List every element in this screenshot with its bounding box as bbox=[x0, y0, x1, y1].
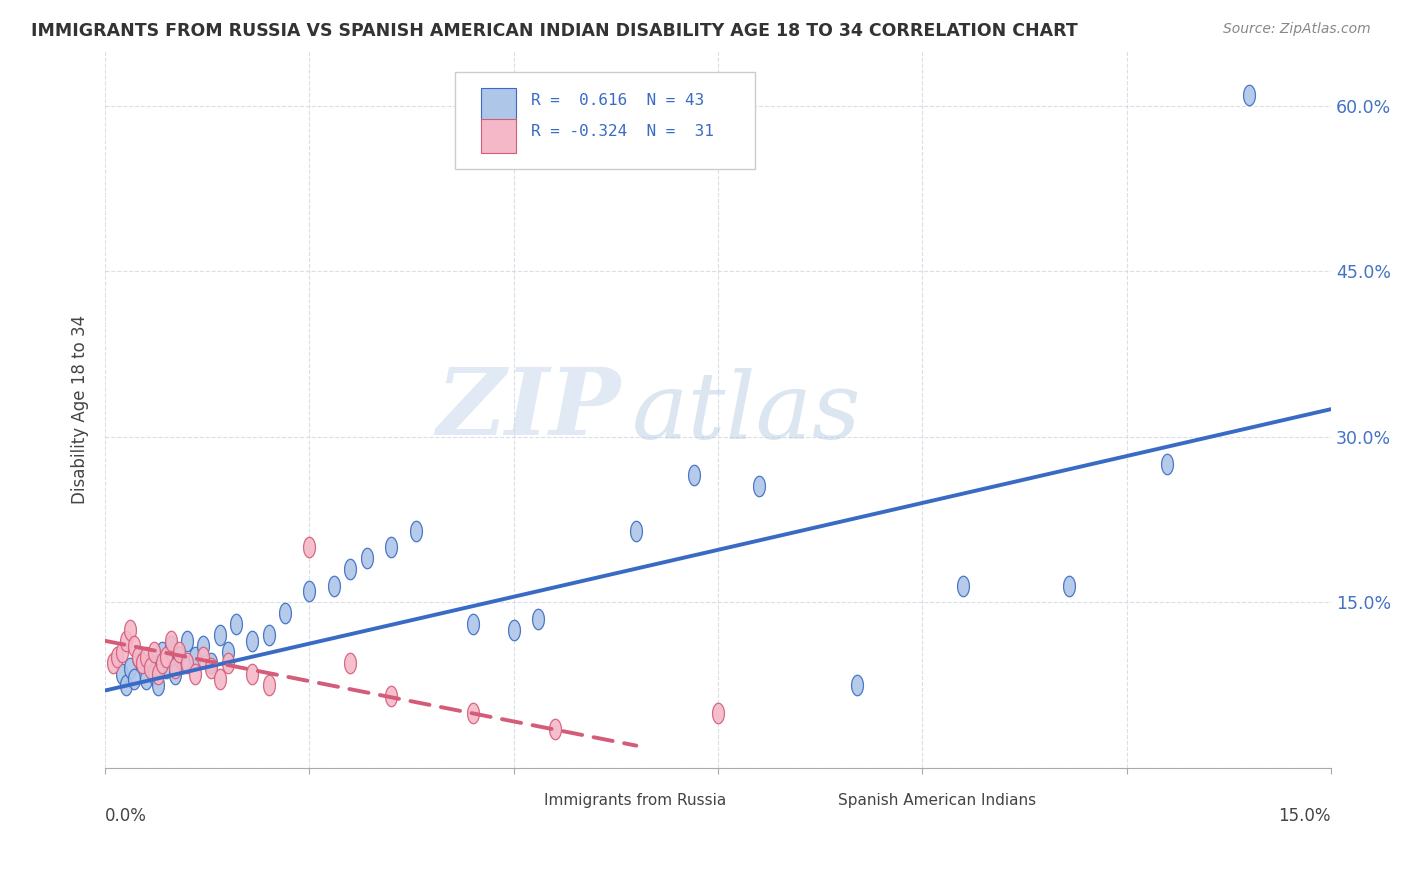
Point bbox=[143, 645, 166, 659]
Point bbox=[405, 524, 427, 538]
Point bbox=[257, 628, 280, 642]
Point bbox=[143, 667, 166, 681]
Point bbox=[240, 667, 263, 681]
Point bbox=[139, 656, 162, 670]
Point bbox=[846, 678, 869, 692]
Point bbox=[193, 640, 215, 654]
Point bbox=[122, 640, 145, 654]
Point bbox=[217, 645, 239, 659]
Point bbox=[155, 661, 177, 675]
Point bbox=[748, 479, 770, 493]
Point bbox=[131, 656, 153, 670]
Point bbox=[184, 667, 207, 681]
Point bbox=[167, 650, 190, 665]
Point bbox=[167, 645, 190, 659]
Point bbox=[139, 661, 162, 675]
Text: atlas: atlas bbox=[633, 368, 862, 458]
Text: Spanish American Indians: Spanish American Indians bbox=[838, 793, 1036, 808]
Text: R = -0.324  N =  31: R = -0.324 N = 31 bbox=[530, 124, 713, 139]
Bar bbox=[481, 119, 516, 153]
Point bbox=[380, 689, 402, 703]
Point bbox=[380, 540, 402, 554]
Point bbox=[461, 617, 484, 632]
Point bbox=[172, 656, 194, 670]
Point bbox=[152, 656, 174, 670]
Point bbox=[159, 633, 181, 648]
Point bbox=[952, 579, 974, 593]
FancyBboxPatch shape bbox=[454, 72, 755, 169]
Point bbox=[176, 633, 198, 648]
Point bbox=[152, 645, 174, 659]
Point bbox=[127, 650, 149, 665]
Point bbox=[208, 673, 231, 687]
Text: R =  0.616  N = 43: R = 0.616 N = 43 bbox=[530, 93, 704, 108]
Point bbox=[163, 661, 186, 675]
Point bbox=[200, 661, 222, 675]
Point bbox=[110, 667, 132, 681]
Text: 0.0%: 0.0% bbox=[105, 807, 148, 825]
Point bbox=[217, 656, 239, 670]
Point bbox=[356, 551, 378, 566]
Point bbox=[131, 656, 153, 670]
Point bbox=[114, 633, 136, 648]
Point bbox=[193, 650, 215, 665]
Text: IMMIGRANTS FROM RUSSIA VS SPANISH AMERICAN INDIAN DISABILITY AGE 18 TO 34 CORREL: IMMIGRANTS FROM RUSSIA VS SPANISH AMERIC… bbox=[31, 22, 1077, 40]
Point bbox=[148, 678, 170, 692]
Point bbox=[298, 540, 321, 554]
Point bbox=[707, 706, 730, 720]
Point bbox=[127, 650, 149, 665]
Point bbox=[1156, 458, 1178, 472]
Point bbox=[339, 562, 361, 576]
Point bbox=[135, 673, 157, 687]
Point bbox=[135, 650, 157, 665]
Point bbox=[200, 656, 222, 670]
Point bbox=[298, 584, 321, 599]
Bar bbox=[481, 88, 516, 122]
Text: Immigrants from Russia: Immigrants from Russia bbox=[544, 793, 727, 808]
Text: ZIP: ZIP bbox=[436, 364, 620, 454]
Point bbox=[543, 722, 565, 736]
Point bbox=[527, 612, 550, 626]
Point bbox=[225, 617, 247, 632]
Point bbox=[339, 656, 361, 670]
Point bbox=[118, 623, 141, 637]
Point bbox=[257, 678, 280, 692]
Point bbox=[159, 640, 181, 654]
Y-axis label: Disability Age 18 to 34: Disability Age 18 to 34 bbox=[72, 315, 89, 504]
Point bbox=[155, 650, 177, 665]
Text: Source: ZipAtlas.com: Source: ZipAtlas.com bbox=[1223, 22, 1371, 37]
Point bbox=[323, 579, 346, 593]
Point bbox=[163, 667, 186, 681]
Point bbox=[148, 667, 170, 681]
Point bbox=[118, 661, 141, 675]
Point bbox=[107, 650, 129, 665]
Point bbox=[626, 524, 648, 538]
Text: 15.0%: 15.0% bbox=[1278, 807, 1331, 825]
Point bbox=[274, 607, 297, 621]
Point bbox=[176, 656, 198, 670]
Point bbox=[502, 623, 524, 637]
Bar bbox=[510, 786, 537, 811]
Point bbox=[122, 673, 145, 687]
Point bbox=[682, 468, 704, 483]
Point bbox=[1237, 87, 1260, 102]
Point bbox=[114, 678, 136, 692]
Point bbox=[461, 706, 484, 720]
Point bbox=[110, 645, 132, 659]
Bar bbox=[804, 786, 831, 811]
Point bbox=[103, 656, 125, 670]
Point bbox=[1059, 579, 1081, 593]
Point bbox=[208, 628, 231, 642]
Point bbox=[184, 650, 207, 665]
Point bbox=[240, 633, 263, 648]
